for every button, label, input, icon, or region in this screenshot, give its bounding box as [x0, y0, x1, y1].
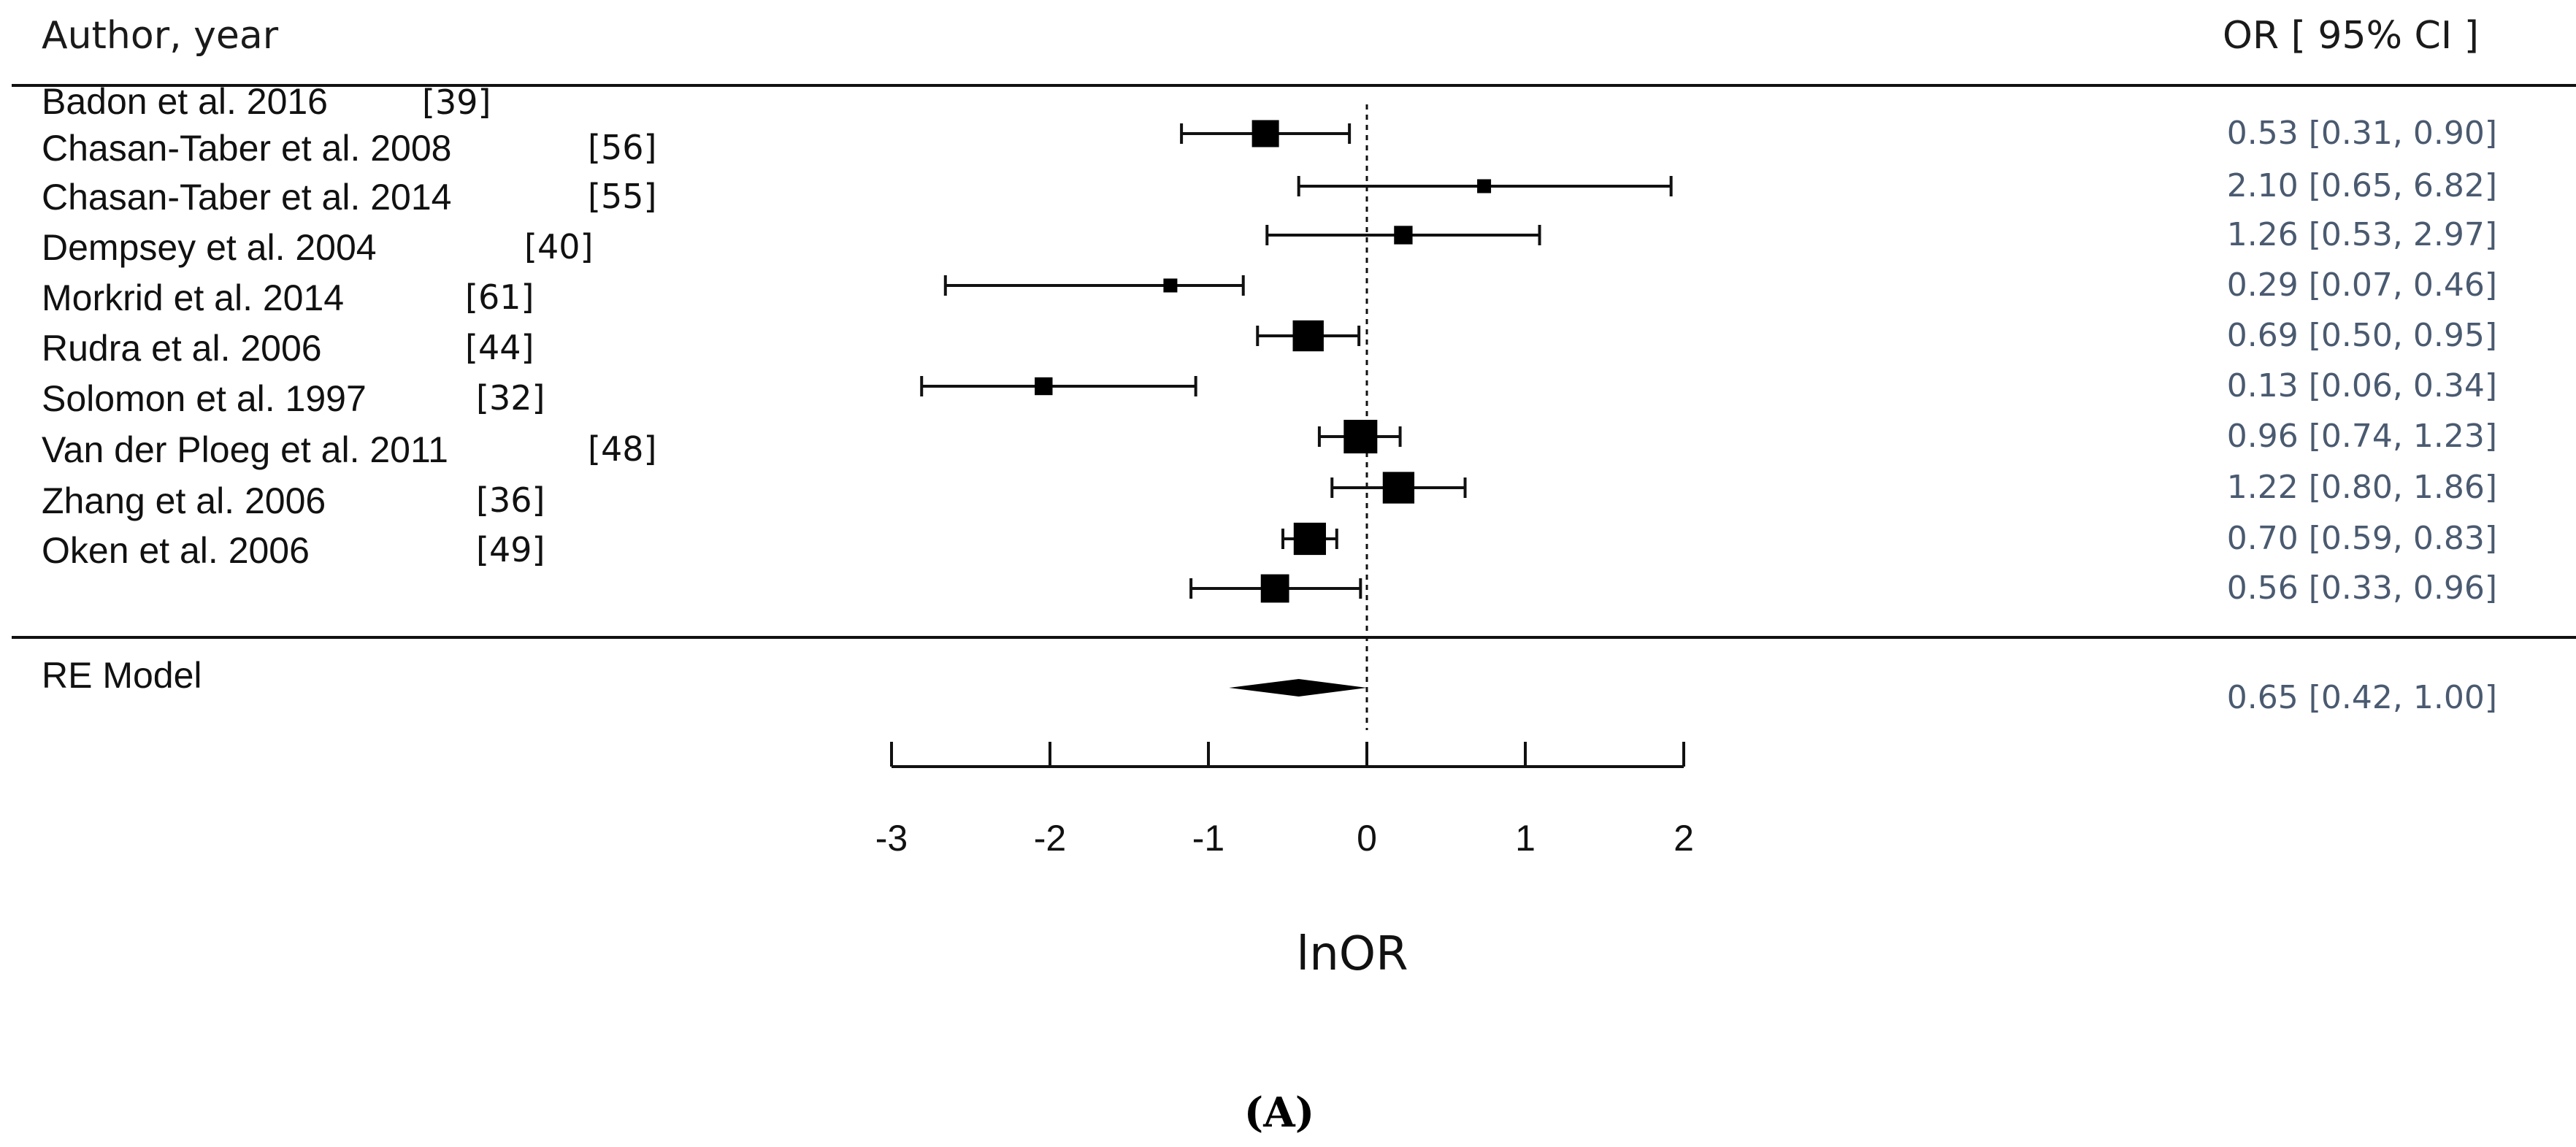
- study-label: Van der Ploeg et al. 2011: [42, 429, 448, 470]
- study-label: Zhang et al. 2006: [42, 480, 326, 521]
- or-ci-value: 0.96 [0.74, 1.23]: [2227, 418, 2497, 455]
- x-tick-label: 0: [1357, 818, 1377, 859]
- study-row: Solomon et al. 1997 [32] 0.96 [0.74, 1.23]: [42, 378, 2497, 455]
- study-label: Chasan-Taber et al. 2014: [42, 177, 451, 218]
- study-ref: [40]: [524, 227, 593, 266]
- point-estimate: [1293, 522, 1326, 556]
- study-rows: Badon et al. 2016 [39]0.53 [0.31, 0.90]Ch…: [42, 81, 2497, 607]
- summary-diamond: [1229, 679, 1367, 697]
- x-axis-label: lnOR: [1296, 927, 1408, 981]
- study-ref: [55]: [588, 177, 656, 216]
- point-estimate: [1163, 278, 1178, 293]
- x-tick-label: -3: [875, 818, 908, 859]
- x-tick-label: 1: [1515, 818, 1536, 859]
- summary-label: RE Model: [42, 655, 202, 696]
- study-label: Morkrid et al. 2014: [42, 277, 344, 318]
- point-estimate: [1251, 120, 1279, 147]
- point-estimate: [1292, 320, 1324, 352]
- study-ref: [39]: [422, 83, 491, 122]
- study-ref: [48]: [588, 429, 656, 469]
- study-ref: [56]: [588, 128, 656, 167]
- study-label: Chasan-Taber et al. 2008: [42, 128, 451, 169]
- study-row: Dempsey et al. 2004 [40] 0.29 [0.07, 0.46]: [42, 227, 2497, 304]
- study-row: Oken et al. 2006 [49] 0.56 [0.33, 0.96]: [42, 530, 2497, 607]
- study-row: Zhang et al. 2006 [36] 0.70 [0.59, 0.83]: [42, 480, 2497, 557]
- or-ci-value: 1.22 [0.80, 1.86]: [2227, 469, 2497, 506]
- header-author-year: Author, year: [42, 14, 279, 58]
- point-estimate: [1260, 574, 1289, 603]
- point-estimate: [1394, 226, 1413, 245]
- or-ci-value: 0.13 [0.06, 0.34]: [2227, 367, 2497, 404]
- study-row: Van der Ploeg et al. 2011 [48] 1.22 [0.80,…: [42, 429, 2497, 506]
- or-ci-value: 0.69 [0.50, 0.95]: [2227, 317, 2497, 354]
- study-ref: [61]: [465, 277, 534, 317]
- study-label: Dempsey et al. 2004: [42, 227, 377, 268]
- study-row: Morkrid et al. 2014 [61] 0.69 [0.50, 0.95]: [42, 277, 2497, 354]
- study-label: Oken et al. 2006: [42, 530, 310, 571]
- or-ci-value: 1.26 [0.53, 2.97]: [2227, 216, 2497, 253]
- panel-label: (A): [1244, 1089, 1314, 1137]
- summary-or-ci-value: 0.65 [0.42, 1.00]: [2227, 679, 2497, 716]
- study-ref: [44]: [465, 328, 534, 367]
- or-ci-value: 0.29 [0.07, 0.46]: [2227, 266, 2497, 304]
- study-ref: [49]: [476, 530, 545, 569]
- study-ref: [32]: [476, 378, 545, 418]
- point-estimate: [1343, 420, 1378, 453]
- point-estimate: [1477, 179, 1492, 193]
- header-or-ci: OR [ 95% CI ]: [2223, 14, 2479, 58]
- study-label: Solomon et al. 1997: [42, 378, 367, 419]
- or-ci-value: 0.53 [0.31, 0.90]: [2227, 115, 2497, 152]
- x-axis: -3 -2 -1 0 1 2: [875, 742, 1694, 859]
- study-label: Rudra et al. 2006: [42, 328, 322, 369]
- or-ci-value: 0.56 [0.33, 0.96]: [2227, 569, 2497, 607]
- study-ref: [36]: [476, 480, 545, 520]
- or-ci-value: 0.70 [0.59, 0.83]: [2227, 520, 2497, 557]
- summary-row: RE Model 0.65 [0.42, 1.00]: [42, 655, 2497, 716]
- point-estimate: [1035, 377, 1053, 396]
- study-row: Chasan-Taber et al. 2008 [56] 2.10 [0.65, …: [42, 128, 2497, 204]
- or-ci-value: 2.10 [0.65, 6.82]: [2227, 167, 2497, 204]
- study-row: Badon et al. 2016 [39] 0.53 [0.31, 0.90]: [42, 81, 2497, 152]
- study-row: Rudra et al. 2006 [44] 0.13 [0.06, 0.34]: [42, 328, 2497, 404]
- point-estimate: [1382, 472, 1415, 504]
- x-tick-label: -2: [1034, 818, 1066, 859]
- study-row: Chasan-Taber et al. 2014 [55] 1.26 [0.53, …: [42, 177, 2497, 253]
- x-tick-label: -1: [1192, 818, 1224, 859]
- study-label: Badon et al. 2016: [42, 81, 328, 122]
- x-tick-label: 2: [1674, 818, 1694, 859]
